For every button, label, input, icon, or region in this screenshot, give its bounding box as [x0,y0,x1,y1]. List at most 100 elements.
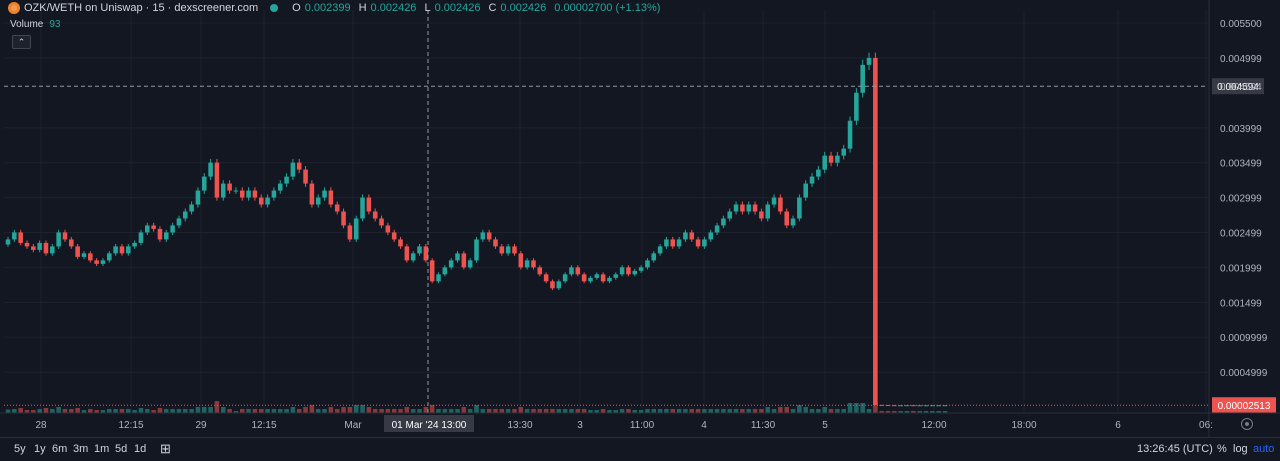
volume-bar [740,409,745,413]
timeframe-1m-button[interactable]: 1m [94,443,110,455]
volume-bar [284,409,289,413]
x-tick-label: 18:00 [1011,420,1036,431]
volume-bar [651,409,657,413]
candle-body [455,253,460,261]
volume-bar [847,403,853,413]
candle-body [385,225,391,233]
volume-bar [486,409,492,413]
candle-body [18,232,23,243]
volume-bar [499,409,505,413]
volume-bar [31,410,36,413]
timeframe-1d-button[interactable]: 1d [134,443,147,455]
y-tick-label: 0.003999 [1220,124,1262,135]
volume-bar [303,407,308,413]
candle-body [892,405,897,407]
candle-body [309,183,315,205]
open-key: O [292,2,301,14]
volume-bar [56,407,61,413]
percent-toggle[interactable]: % [1217,443,1227,455]
volume-bar [227,409,232,413]
x-tick-label: 5 [822,420,828,431]
volume-bar [341,407,346,413]
volume-bar [911,410,916,413]
candle-body [284,176,289,184]
volume-bar [562,409,568,413]
volume-bar [442,409,448,413]
volume-bar [309,405,315,413]
candle-body [81,253,87,257]
candle-body [220,183,226,198]
volume-bar [81,410,87,413]
candle-body [860,64,865,93]
candle-body [366,197,372,212]
symbol-title: OZK/WETH on Uniswap · 15 · dexscreener.c… [24,2,259,14]
collapse-legend-button[interactable]: ⌃ [12,35,31,49]
candle-body [56,232,61,247]
candle-body [429,260,435,282]
volume-bar [385,409,391,413]
x-tick-label: 06: [1199,420,1213,431]
volume-bar [328,407,334,413]
grid [4,10,1208,413]
candle-body [657,246,663,254]
timeframe-3m-button[interactable]: 3m [73,443,89,455]
date-range-icon[interactable]: ⊞ [160,441,171,456]
volume-bar [461,407,467,413]
volume-bar [581,409,587,413]
candle-body [518,253,524,268]
candle-body [233,190,239,192]
volume-bar [854,403,859,413]
volume-bar [429,405,435,413]
crosshair-price-box [1212,78,1264,95]
log-toggle[interactable]: log [1233,443,1248,455]
utc-clock[interactable]: 13:26:45 (UTC) [1137,443,1213,455]
candle-body [448,260,454,268]
candle-body [214,162,220,198]
candle-body [651,253,657,261]
volume-bar [88,409,93,413]
x-tick-label: Mar [344,420,362,431]
volume-bar [645,409,650,413]
low-key: L [424,2,431,14]
candle-body [37,242,42,250]
volume-bar [879,410,884,413]
candle-body [550,281,555,289]
volume-bar [360,405,365,413]
settings-gear-icon[interactable] [1241,418,1253,430]
volume-bar [575,409,581,413]
y-tick-label: 0.0004999 [1220,368,1268,379]
timeframe-5d-button[interactable]: 5d [115,443,128,455]
volume-label: Volume [10,19,44,30]
candle-body [163,232,169,240]
candle-body [31,246,36,250]
volume-bar [480,409,486,413]
volume-bar [543,409,549,413]
timeframe-5y-button[interactable]: 5y [14,443,26,455]
candle-body [942,405,948,407]
volume-bar [664,409,669,413]
candle-body [676,239,682,247]
candle-body [239,190,245,198]
timeframe-6m-button[interactable]: 6m [52,443,68,455]
volume-bar [505,409,511,413]
volume-bar [689,409,695,413]
auto-toggle[interactable]: auto [1253,443,1275,455]
y-axis: 0.005500 0.004999 0.004594 0.003999 0.003499… [1208,0,1268,437]
volume-bar [708,409,714,413]
volume-bar [119,409,125,413]
candle-body [467,260,473,268]
x-tick-label: 28 [35,420,47,431]
volume-bar [765,407,771,413]
candle-body [69,239,74,247]
volume-bar [733,409,739,413]
candle-body [727,211,733,219]
candle-body [626,267,631,275]
timeframe-1y-button[interactable]: 1y [34,443,46,455]
y-tick-label: 0.003499 [1220,159,1262,170]
last-price-label: 0.00002513 [1218,401,1271,412]
volume-bar [246,409,251,413]
last-price-box [1212,397,1276,414]
volume-bar [809,409,815,413]
